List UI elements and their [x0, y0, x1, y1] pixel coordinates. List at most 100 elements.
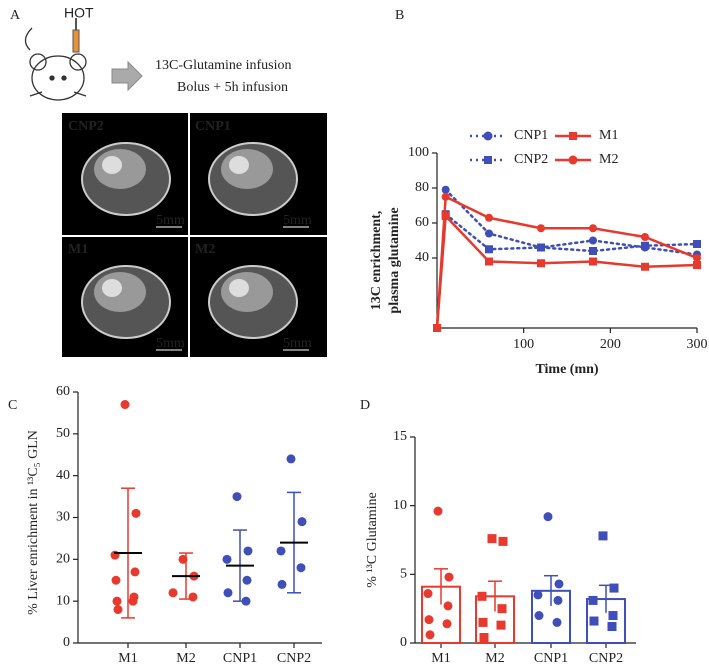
- panel-a: A HOT 13C-Glutamine infusion Bolus + 5h …: [10, 5, 327, 357]
- marker: [277, 579, 287, 589]
- marker: [110, 550, 120, 560]
- x-tick-label: M2: [176, 651, 195, 666]
- marker: [286, 454, 296, 464]
- mri-tumor: [102, 156, 122, 174]
- legend-label: M1: [599, 128, 618, 143]
- series-line: [435, 213, 699, 330]
- marker: [442, 619, 452, 629]
- y-tick-label: 40: [415, 250, 429, 265]
- marker: [222, 554, 232, 564]
- marker: [444, 572, 454, 582]
- y-tick-label: 15: [393, 429, 407, 444]
- y-tick-label: 30: [56, 510, 70, 525]
- marker: [534, 611, 544, 621]
- arrow: [111, 60, 143, 92]
- panel-letter: D: [360, 398, 370, 413]
- marker: [441, 212, 450, 220]
- scale-label: 5mm: [283, 336, 312, 351]
- marker: [441, 185, 450, 194]
- marker: [441, 192, 450, 201]
- scale-label: 5mm: [156, 213, 185, 228]
- y-axis-label: % Liver enrichment in ¹³C₅ GLN: [26, 430, 41, 615]
- x-tick-label: CNP2: [277, 651, 311, 666]
- marker: [485, 245, 493, 254]
- marker: [537, 224, 545, 233]
- marker: [589, 224, 597, 233]
- panel-letter: B: [395, 8, 404, 23]
- x-tick-label: M1: [431, 651, 450, 666]
- series-line: [444, 213, 699, 253]
- y-axis-label: 13C enrichment,: [369, 211, 384, 311]
- marker: [641, 241, 649, 250]
- marker: [487, 534, 497, 544]
- scale-label: 5mm: [283, 213, 312, 228]
- panel-letter: C: [8, 398, 17, 413]
- marker: [232, 492, 242, 502]
- y-axis-label: plasma glutamine: [387, 207, 402, 313]
- y-tick-label: 60: [415, 215, 429, 230]
- marker: [478, 617, 488, 627]
- x-tick-label: 300: [687, 337, 708, 352]
- y-tick-label: 100: [408, 145, 429, 160]
- marker: [297, 517, 307, 527]
- marker: [589, 247, 597, 255]
- arrow-text: 13C-Glutamine infusion: [155, 58, 292, 73]
- marker: [296, 563, 306, 573]
- marker: [543, 512, 553, 522]
- mouse-icon: [24, 27, 87, 101]
- marker: [497, 604, 507, 614]
- marker: [552, 617, 562, 627]
- marker: [120, 400, 130, 410]
- legend-marker: [569, 132, 577, 140]
- marker: [433, 324, 441, 332]
- marker: [443, 601, 453, 611]
- marker: [589, 257, 597, 266]
- image-label: CNP2: [68, 119, 104, 134]
- mri-tumor: [229, 156, 249, 174]
- x-tick-label: CNP2: [589, 651, 623, 666]
- marker: [130, 567, 140, 577]
- marker: [131, 508, 141, 518]
- y-tick-label: 10: [393, 498, 407, 513]
- marker: [485, 229, 493, 238]
- y-tick-label: 5: [400, 567, 407, 582]
- syringe: [72, 29, 80, 53]
- marker: [128, 596, 138, 606]
- image-label: CNP1: [195, 119, 231, 134]
- x-tick-label: CNP1: [534, 651, 568, 666]
- y-tick-label: 40: [56, 468, 70, 483]
- legend-marker: [484, 156, 492, 164]
- x-tick-label: 100: [513, 337, 534, 352]
- mri-tumor: [102, 279, 122, 297]
- bar: [421, 585, 461, 645]
- marker: [589, 236, 597, 245]
- marker: [533, 590, 543, 600]
- marker: [479, 633, 489, 643]
- x-axis-label: Time (mn): [535, 362, 598, 377]
- marker: [111, 575, 121, 585]
- marker: [641, 233, 649, 241]
- marker: [112, 596, 122, 606]
- marker: [693, 254, 701, 262]
- scale-label: 5mm: [156, 336, 185, 351]
- marker: [607, 622, 617, 632]
- marker: [423, 589, 433, 599]
- image-label: M2: [195, 242, 215, 257]
- x-tick-label: CNP1: [223, 651, 257, 666]
- y-axis-label: % ¹³C Glutamine: [365, 492, 380, 588]
- legend-label: M2: [599, 152, 618, 167]
- y-tick-label: 20: [56, 552, 70, 567]
- y-tick-label: 60: [56, 384, 70, 399]
- marker: [276, 546, 286, 556]
- bar: [475, 595, 515, 644]
- x-tick-label: M1: [118, 651, 137, 666]
- marker: [433, 506, 443, 516]
- image-label: M1: [68, 242, 88, 257]
- marker: [588, 595, 598, 605]
- marker: [537, 243, 545, 252]
- legend-marker: [483, 131, 493, 141]
- y-tick-label: 50: [56, 426, 70, 441]
- y-tick-label: 0: [63, 635, 70, 650]
- marker: [243, 546, 253, 556]
- marker: [608, 611, 618, 621]
